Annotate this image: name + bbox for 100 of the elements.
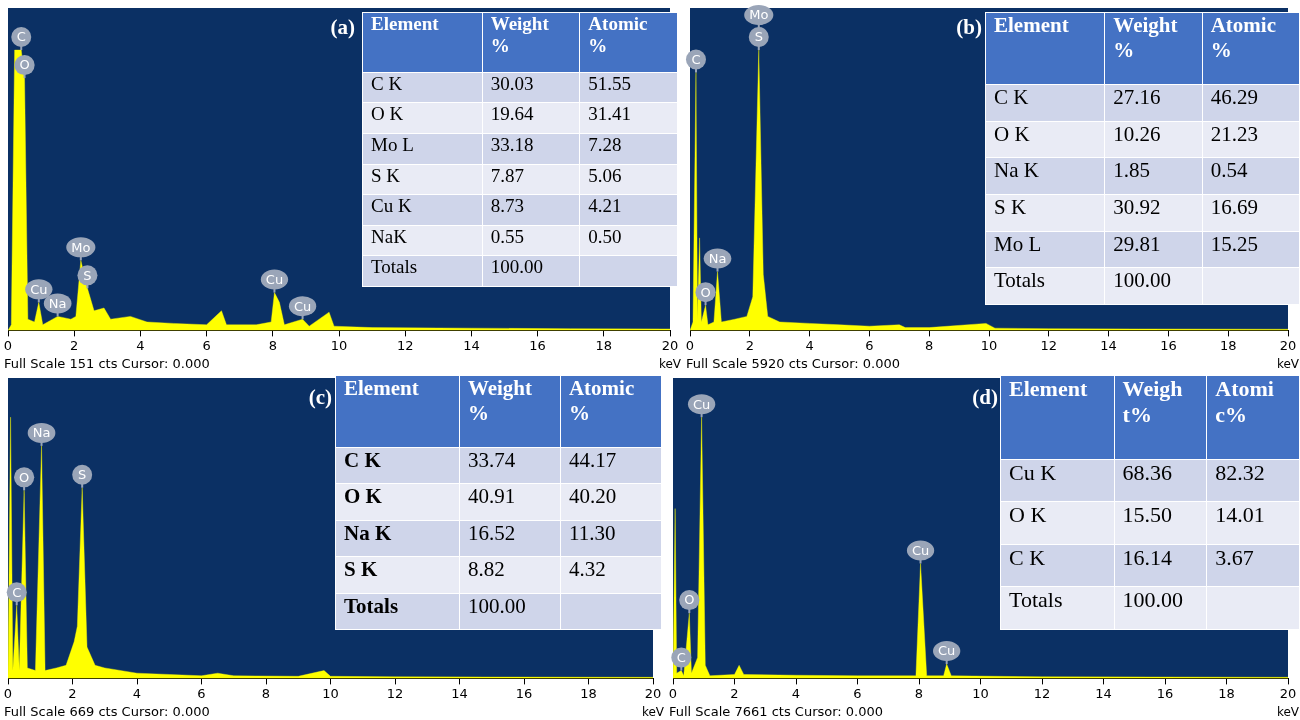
annotation: 31.41 (579, 102, 678, 134)
annotation: Totals (1000, 586, 1115, 630)
annotation: 8.82 (459, 556, 561, 593)
x-axis-title: keV (1276, 705, 1300, 720)
annotation: O K (1000, 501, 1115, 545)
annotation: 30.03 (482, 72, 580, 103)
annotation: 33.74 (459, 447, 561, 484)
annotation: 100.00 (1114, 586, 1207, 630)
x-tick-label: 18 (595, 337, 613, 353)
annotation: 16.69 (1202, 194, 1300, 232)
x-tick-label: 0 (668, 685, 678, 701)
annotation: Weight% (1114, 375, 1207, 460)
x-tick-label: 18 (1219, 337, 1237, 353)
text: Element (362, 12, 483, 73)
annotation: 10.26 (1104, 121, 1203, 158)
x-tick-label: 16 (515, 685, 533, 701)
x-tick-label: 20 (1279, 337, 1297, 353)
text: Full Scale 7661 cts Cursor: 0.000 (669, 703, 884, 719)
annotation: 0.55 (482, 225, 580, 256)
annotation: 1.85 (1104, 157, 1203, 195)
annotation: Na (708, 250, 727, 266)
x-tick-label: 6 (202, 337, 211, 353)
x-tick-label: 0 (3, 685, 13, 701)
annotation: Totals (335, 593, 460, 630)
annotation: 30.92 (1104, 194, 1203, 232)
text: Element (335, 375, 460, 448)
x-tick-label: 18 (1218, 685, 1235, 701)
annotation: 4.32 (560, 556, 662, 593)
annotation: 21.23 (1202, 121, 1300, 158)
annotation: S (78, 467, 87, 483)
text: (a) (330, 14, 355, 39)
annotation: S K (985, 194, 1105, 232)
annotation: C K (362, 72, 483, 103)
annotation: 15.50 (1114, 501, 1207, 545)
annotation: Atomic % (1202, 12, 1300, 85)
annotation: Totals (985, 267, 1105, 305)
x-tick-label: 10 (322, 685, 339, 701)
annotation: 51.55 (579, 72, 678, 103)
annotation: 7.87 (482, 164, 580, 195)
annotation: 82.32 (1206, 459, 1300, 502)
annotation: Totals (362, 255, 483, 287)
annotation: 68.36 (1114, 459, 1207, 502)
annotation: O (700, 284, 711, 300)
annotation: 7.28 (579, 133, 678, 165)
annotation: O K (362, 102, 483, 134)
annotation: Mo L (362, 133, 483, 165)
annotation: O K (335, 483, 460, 521)
annotation: Na K (335, 520, 460, 557)
annotation: 16.52 (459, 520, 561, 557)
annotation: Cu (293, 298, 312, 314)
annotation: Atomic% (1206, 375, 1300, 460)
annotation: 14.01 (1206, 501, 1300, 545)
x-tick-label: 4 (132, 685, 142, 701)
x-tick-label: 16 (1160, 337, 1177, 353)
text: Element (1000, 375, 1115, 460)
x-tick-label: 6 (197, 685, 206, 701)
x-tick-label: 6 (853, 685, 862, 701)
annotation: Weight % (482, 12, 580, 73)
annotation: Mo L (985, 231, 1105, 268)
x-axis-title: keV (1276, 357, 1300, 372)
annotation: 40.91 (459, 483, 561, 521)
annotation: Cu (265, 271, 284, 287)
text: Element (985, 12, 1105, 85)
text: Full Scale 669 cts Cursor: 0.000 (4, 703, 210, 719)
annotation: 100.00 (459, 593, 561, 630)
x-tick-label: 8 (268, 337, 277, 353)
annotation: 40.20 (560, 483, 662, 521)
x-tick-label: 12 (396, 337, 414, 353)
annotation: O (684, 592, 695, 608)
x-tick-label: 2 (70, 337, 79, 353)
annotation: 4.21 (579, 194, 678, 226)
x-tick-label: 0 (3, 337, 13, 353)
x-tick-label: 14 (451, 685, 468, 701)
annotation: 15.25 (1202, 231, 1300, 268)
annotation: 33.18 (482, 133, 580, 165)
text: (d) (972, 384, 998, 409)
annotation: 11.30 (560, 520, 662, 557)
x-tick-label: 20 (1279, 685, 1297, 701)
annotation: Atomic % (579, 12, 678, 73)
x-tick-label: 14 (1100, 337, 1117, 353)
x-tick-label: 0 (685, 337, 695, 353)
annotation: O (19, 469, 30, 485)
x-tick-label: 14 (1095, 685, 1112, 701)
annotation: Cu (692, 396, 711, 412)
x-tick-label: 20 (661, 337, 679, 353)
annotation: 5.06 (579, 164, 678, 195)
x-tick-label: 12 (386, 685, 404, 701)
x-tick-label: 10 (330, 337, 348, 353)
x-tick-label: 4 (805, 337, 814, 353)
x-tick-label: 4 (136, 337, 145, 353)
x-tick-label: 12 (1033, 685, 1051, 701)
annotation: Na (48, 295, 67, 311)
text: (c) (308, 384, 332, 409)
x-tick-label: 18 (580, 685, 597, 701)
annotation: Cu (30, 281, 48, 297)
x-tick-label: 2 (745, 337, 754, 353)
annotation: O (19, 57, 30, 73)
annotation: C (691, 51, 701, 67)
annotation: 8.73 (482, 194, 580, 226)
annotation: C (12, 584, 22, 600)
